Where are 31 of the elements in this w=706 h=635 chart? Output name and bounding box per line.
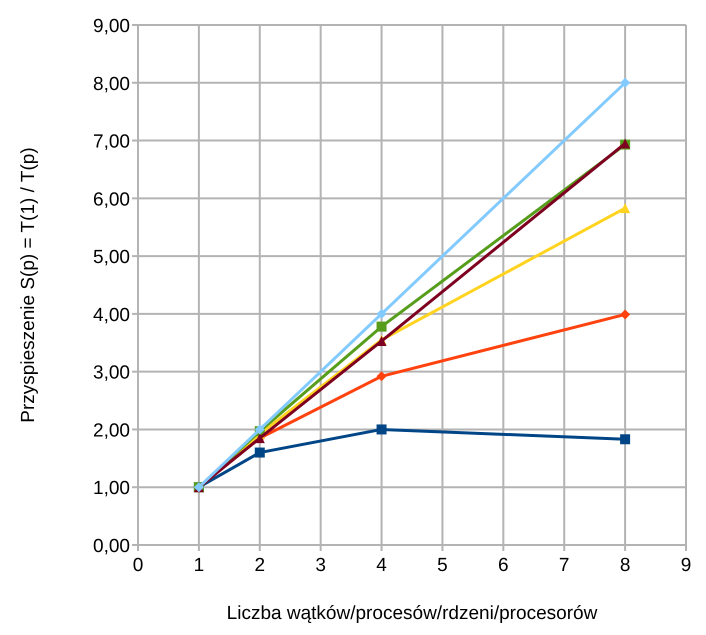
point xyxy=(620,203,630,214)
point xyxy=(254,448,265,458)
point xyxy=(376,322,387,332)
point xyxy=(620,434,630,444)
y-tick-label: 0,00 xyxy=(93,536,130,557)
y-tick-label: 4,00 xyxy=(93,304,130,326)
point xyxy=(376,371,387,382)
y-axis-title: Przyspieszenie S(p) = T(1) / T(p) xyxy=(18,147,39,423)
y-tick-label: 8,00 xyxy=(93,74,130,95)
x-tick-label: 0 xyxy=(132,555,144,576)
y-tick-label: 5,00 xyxy=(93,247,130,268)
x-axis-title: Liczba wątków/procesów/rdzeni/procesorów xyxy=(226,603,598,624)
y-tick-label: 1,00 xyxy=(93,478,130,500)
x-tick-label: 5 xyxy=(437,555,448,576)
point xyxy=(376,308,387,319)
y-tick-label: 2,00 xyxy=(93,420,130,442)
y-tick-label: 3,00 xyxy=(93,362,130,384)
point xyxy=(620,78,630,88)
point xyxy=(620,309,630,320)
y-tick-label: 6,00 xyxy=(93,189,130,210)
y-tick-label: 7,00 xyxy=(93,132,130,153)
x-tick-label: 9 xyxy=(680,555,692,576)
y-tick-label: 9,00 xyxy=(93,16,130,37)
x-tick-label: 1 xyxy=(194,555,204,576)
x-tick-label: 7 xyxy=(558,555,570,576)
x-tick-label: 6 xyxy=(498,555,509,576)
x-tick-label: 2 xyxy=(254,555,266,576)
x-tick-label: 8 xyxy=(620,555,630,576)
point xyxy=(376,424,387,434)
x-tick-label: 4 xyxy=(376,555,388,576)
x-tick-label: 3 xyxy=(315,555,326,576)
